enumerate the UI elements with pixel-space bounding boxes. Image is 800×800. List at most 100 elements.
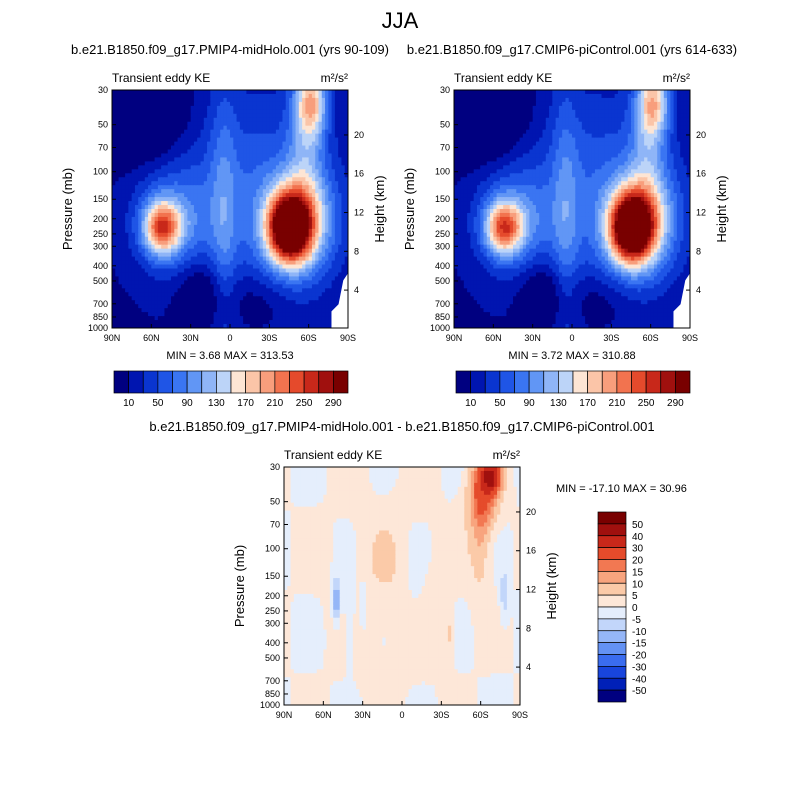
y-right-tick-label: 8 xyxy=(526,623,531,633)
colorbar-label: -5 xyxy=(632,615,641,626)
y-tick-label: 850 xyxy=(435,312,450,322)
y-right-tick-label: 20 xyxy=(526,507,536,517)
colorbar-box xyxy=(597,511,627,525)
y-tick-label: 70 xyxy=(98,143,108,153)
colorbar-box xyxy=(597,606,627,620)
y-right-axis-label: Height (km) xyxy=(372,175,387,242)
topography-mask xyxy=(673,273,690,328)
y-axis-label: Pressure (mb) xyxy=(232,545,247,627)
x-tick-label: 0 xyxy=(569,333,574,343)
panel-2: b.e21.B1850.f09_g17.CMIP6-piControl.001 … xyxy=(402,42,737,343)
x-tick-label: 30N xyxy=(354,710,371,720)
y-tick-label: 500 xyxy=(265,653,280,663)
colorbar-label: 50 xyxy=(632,520,644,531)
figure-title: JJA xyxy=(381,8,419,33)
colorbar-label: 210 xyxy=(267,398,284,409)
y-right-tick-label: 4 xyxy=(696,285,701,295)
x-tick-label: 30N xyxy=(182,333,199,343)
y-tick-label: 300 xyxy=(93,241,108,251)
colorbar-box xyxy=(597,523,627,537)
y-tick-label: 300 xyxy=(435,241,450,251)
y-axis-label: Pressure (mb) xyxy=(402,168,417,250)
colorbar-box xyxy=(597,571,627,584)
x-tick-label: 90S xyxy=(512,710,528,720)
colorbar-box xyxy=(289,370,305,394)
x-tick-label: 30S xyxy=(603,333,619,343)
panel-left-title: Transient eddy KE xyxy=(284,448,382,462)
colorbar-label: -20 xyxy=(632,651,647,662)
colorbar-box xyxy=(128,370,144,394)
colorbar-box xyxy=(543,370,559,394)
y-tick-label: 100 xyxy=(265,544,280,554)
field-cells xyxy=(112,90,348,328)
y-tick-label: 50 xyxy=(98,120,108,130)
colorbar-label: 50 xyxy=(494,398,506,409)
colorbar-label: 250 xyxy=(296,398,313,409)
colorbar-label: 130 xyxy=(550,398,567,409)
colorbar-box xyxy=(157,370,173,394)
colorbar-box xyxy=(245,370,261,394)
colorbar-box xyxy=(455,370,471,394)
y-tick-label: 150 xyxy=(265,571,280,581)
colorbar-box xyxy=(528,370,545,394)
colorbar-box xyxy=(601,370,618,394)
x-tick-label: 90N xyxy=(104,333,121,343)
min-max-text: MIN = -17.10 MAX = 30.96 xyxy=(556,483,687,495)
y-tick-label: 400 xyxy=(265,638,280,648)
field-cells xyxy=(454,90,690,328)
y-tick-label: 850 xyxy=(93,312,108,322)
y-tick-label: 70 xyxy=(270,520,280,530)
colorbar-label: 10 xyxy=(123,398,135,409)
colorbar-box xyxy=(616,370,632,394)
y-tick-label: 200 xyxy=(265,591,280,601)
colorbar-2: 10 50 90 130 170 210 250 290 xyxy=(455,370,691,409)
y-tick-label: 150 xyxy=(93,194,108,204)
y-tick-label: 700 xyxy=(435,299,450,309)
colorbar-box xyxy=(597,582,627,596)
colorbar-label: 170 xyxy=(579,398,596,409)
colorbar-box xyxy=(186,370,203,394)
y-tick-label: 250 xyxy=(265,606,280,616)
colorbar-box xyxy=(572,370,588,394)
colorbar-label: -30 xyxy=(632,662,647,673)
colorbar-label: 170 xyxy=(237,398,254,409)
y-tick-label: 50 xyxy=(440,120,450,130)
colorbar-label: 30 xyxy=(632,544,644,555)
colorbar-label: 40 xyxy=(632,532,644,543)
x-tick-label: 60N xyxy=(315,710,332,720)
x-tick-label: 90N xyxy=(446,333,463,343)
colorbar-box xyxy=(113,370,129,394)
x-tick-label: 0 xyxy=(227,333,232,343)
colorbar-box xyxy=(514,370,530,394)
colorbar-box xyxy=(172,370,188,394)
colorbar-box xyxy=(142,370,159,394)
y-tick-label: 400 xyxy=(435,261,450,271)
x-tick-label: 30S xyxy=(433,710,449,720)
panel-title: b.e21.B1850.f09_g17.CMIP6-piControl.001 … xyxy=(407,42,737,57)
colorbar-1: 10 50 90 130 170 210 250 290 xyxy=(113,370,349,409)
panel-title: b.e21.B1850.f09_g17.PMIP4-midHolo.001 (y… xyxy=(71,42,389,57)
colorbar-box xyxy=(597,547,627,560)
colorbar-label: 0 xyxy=(632,603,638,614)
x-tick-label: 90S xyxy=(682,333,698,343)
colorbar-box xyxy=(259,370,276,394)
min-max-text: MIN = 3.68 MAX = 313.53 xyxy=(166,350,293,362)
colorbar-box xyxy=(597,666,627,679)
y-tick-label: 500 xyxy=(93,276,108,286)
colorbar-box xyxy=(318,370,334,394)
colorbar-box xyxy=(470,370,486,394)
colorbar-label: -15 xyxy=(632,639,647,650)
y-tick-label: 200 xyxy=(435,214,450,224)
field-cells xyxy=(284,467,520,705)
colorbar-box xyxy=(675,370,691,394)
y-right-axis-label: Height (km) xyxy=(714,175,729,242)
colorbar-label: 10 xyxy=(465,398,477,409)
x-tick-label: 60S xyxy=(301,333,317,343)
y-tick-label: 200 xyxy=(93,214,108,224)
y-right-tick-label: 16 xyxy=(696,169,706,179)
y-tick-label: 1000 xyxy=(88,323,108,333)
x-tick-label: 0 xyxy=(399,710,404,720)
min-max-text: MIN = 3.72 MAX = 310.88 xyxy=(508,350,635,362)
y-tick-label: 70 xyxy=(440,143,450,153)
